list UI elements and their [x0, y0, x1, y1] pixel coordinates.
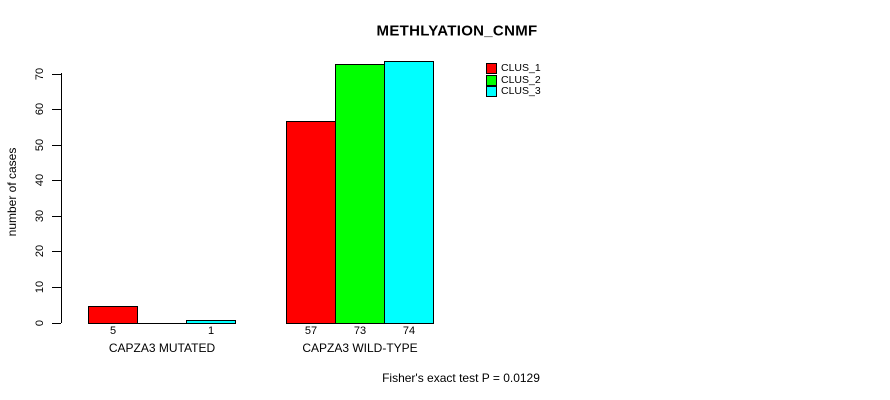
- legend-item: CLUS_2: [486, 73, 541, 86]
- bar-clus_3-mutated: [186, 320, 236, 324]
- legend-label: CLUS_1: [501, 62, 541, 75]
- y-axis-title: number of cases: [5, 147, 19, 237]
- bar-clus_2-mutated-zero: [137, 323, 187, 324]
- y-axis-line: [61, 73, 62, 323]
- y-tick-label: 30: [34, 209, 46, 223]
- bar-clus_3-wildtype: [384, 61, 434, 324]
- y-tick: [52, 287, 61, 288]
- y-tick-label: 50: [34, 138, 46, 152]
- y-tick: [52, 251, 61, 252]
- legend-swatch: [486, 85, 497, 97]
- y-tick: [52, 323, 61, 324]
- y-tick-label: 70: [34, 67, 46, 81]
- legend: CLUS_1 CLUS_2 CLUS_3: [486, 63, 541, 97]
- y-tick: [52, 74, 61, 75]
- y-tick: [52, 180, 61, 181]
- legend-swatch: [486, 74, 497, 86]
- legend-item: CLUS_1: [486, 62, 541, 75]
- y-tick: [52, 145, 61, 146]
- bar-value-label: 1: [207, 325, 215, 337]
- bar-value-label: 5: [109, 325, 117, 337]
- annotation-fisher-test: Fisher's exact test P = 0.0129: [382, 371, 540, 385]
- bar-value-label: 74: [402, 325, 416, 337]
- y-tick-label: 60: [34, 102, 46, 116]
- bar-clus_1-wildtype: [286, 121, 336, 324]
- legend-label: CLUS_3: [501, 84, 541, 97]
- y-tick-label: 40: [34, 173, 46, 187]
- legend-item: CLUS_3: [486, 84, 541, 97]
- y-tick-label: 20: [34, 244, 46, 258]
- bar-value-label: 57: [304, 325, 318, 337]
- y-tick-label: 0: [34, 319, 46, 327]
- chart-title: METHLYATION_CNMF: [376, 22, 538, 40]
- x-category-label-wildtype: CAPZA3 WILD-TYPE: [302, 341, 418, 355]
- y-tick-label: 10: [34, 280, 46, 294]
- bar-clus_2-wildtype: [335, 64, 385, 324]
- bar-clus_1-mutated: [88, 306, 138, 324]
- x-category-label-mutated: CAPZA3 MUTATED: [108, 341, 216, 355]
- legend-label: CLUS_2: [501, 73, 541, 86]
- y-tick: [52, 216, 61, 217]
- y-tick: [52, 109, 61, 110]
- bar-value-label: 73: [353, 325, 367, 337]
- legend-swatch: [486, 63, 497, 75]
